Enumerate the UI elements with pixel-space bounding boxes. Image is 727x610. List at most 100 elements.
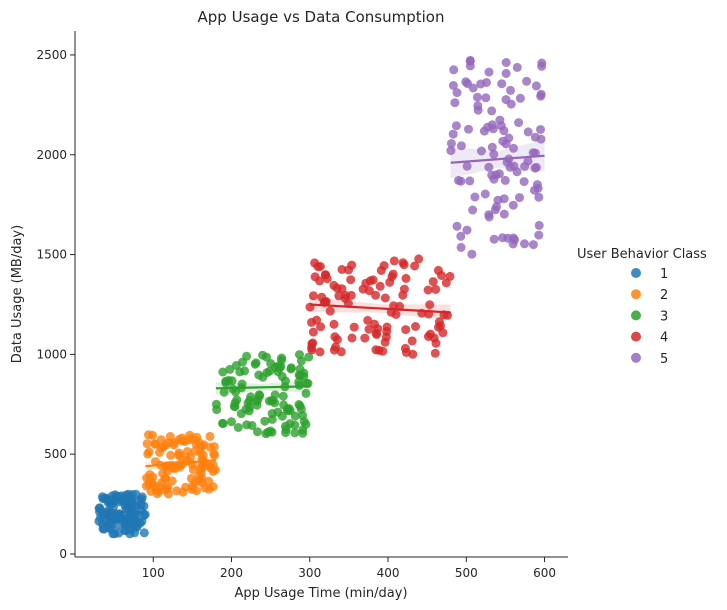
data-point — [465, 176, 475, 186]
data-point — [263, 427, 273, 437]
data-point — [329, 319, 339, 329]
data-point — [477, 146, 486, 156]
data-point — [290, 420, 300, 430]
x-tick-label: 400 — [377, 566, 400, 580]
data-point — [278, 391, 288, 401]
data-point — [372, 329, 382, 339]
data-point — [470, 192, 480, 202]
data-point — [380, 337, 390, 347]
data-point — [136, 499, 146, 509]
data-point — [468, 205, 478, 215]
data-point — [487, 142, 497, 152]
data-point — [166, 450, 176, 460]
data-point — [316, 322, 326, 332]
x-tick-label: 200 — [220, 566, 243, 580]
legend-label: 3 — [660, 309, 668, 324]
data-point — [495, 115, 505, 125]
data-point — [169, 440, 179, 450]
data-point — [273, 407, 283, 417]
data-point — [428, 277, 438, 287]
data-point — [533, 183, 543, 193]
data-point — [389, 256, 399, 266]
data-point — [368, 275, 378, 285]
data-point — [188, 465, 198, 474]
data-point — [225, 364, 235, 374]
data-point — [130, 528, 140, 538]
data-point — [487, 120, 497, 130]
data-point — [465, 61, 475, 71]
data-point — [472, 92, 482, 102]
data-point — [500, 175, 510, 185]
data-point — [204, 476, 214, 486]
data-point — [452, 221, 462, 231]
data-point — [218, 367, 228, 377]
data-point — [363, 315, 373, 325]
data-point — [315, 347, 325, 357]
data-point — [473, 105, 483, 115]
data-point — [165, 432, 175, 441]
x-tick-label: 500 — [455, 566, 478, 580]
data-point — [489, 234, 499, 244]
data-point — [238, 357, 247, 367]
data-point — [364, 324, 374, 334]
data-point — [260, 416, 270, 426]
data-point — [205, 431, 215, 441]
data-point — [491, 170, 501, 180]
data-point — [331, 342, 341, 352]
data-point — [360, 333, 370, 343]
data-point — [514, 118, 524, 128]
data-point — [151, 439, 160, 449]
data-point — [446, 139, 456, 148]
data-point — [227, 417, 236, 427]
data-point — [219, 387, 229, 397]
data-point — [501, 95, 511, 105]
legend: User Behavior Class 1 2 3 4 5 — [577, 247, 707, 367]
data-point — [378, 346, 388, 356]
data-point — [298, 411, 308, 420]
legend-marker — [631, 268, 641, 278]
y-tick-label: 1500 — [36, 248, 67, 262]
data-point — [148, 430, 158, 440]
data-point — [536, 125, 545, 134]
data-point — [210, 450, 220, 460]
data-point — [218, 419, 228, 428]
legend-title: User Behavior Class — [577, 247, 707, 262]
data-point — [276, 362, 286, 371]
data-point — [480, 189, 490, 199]
series-5 — [446, 55, 547, 259]
x-tick-label: 100 — [142, 566, 165, 580]
data-point — [242, 420, 252, 430]
data-point — [294, 370, 304, 380]
data-point — [510, 235, 520, 245]
data-point — [462, 161, 472, 171]
regression-line — [450, 154, 545, 164]
data-point — [398, 290, 408, 300]
data-point — [536, 91, 546, 101]
data-point — [262, 368, 272, 378]
data-point — [522, 76, 532, 86]
data-point — [452, 88, 462, 98]
data-point — [231, 387, 241, 397]
data-point — [160, 485, 170, 495]
data-point — [337, 265, 347, 274]
data-point — [509, 143, 518, 153]
data-point — [120, 526, 130, 536]
data-point — [221, 378, 231, 388]
data-point — [388, 269, 398, 279]
data-point — [152, 489, 162, 499]
regression-line — [215, 385, 310, 390]
data-point — [235, 367, 245, 377]
data-point — [139, 528, 149, 538]
series-3 — [211, 350, 314, 439]
legend-marker — [631, 331, 641, 342]
plot-area — [94, 55, 547, 539]
chart-title: App Usage vs Data Consumption — [198, 8, 445, 26]
data-point — [334, 291, 344, 301]
data-point — [168, 463, 178, 473]
legend-label: 1 — [660, 267, 668, 282]
data-point — [489, 149, 499, 159]
data-point — [371, 345, 381, 355]
data-point — [481, 93, 491, 103]
data-point — [490, 205, 500, 215]
data-point — [414, 254, 424, 264]
